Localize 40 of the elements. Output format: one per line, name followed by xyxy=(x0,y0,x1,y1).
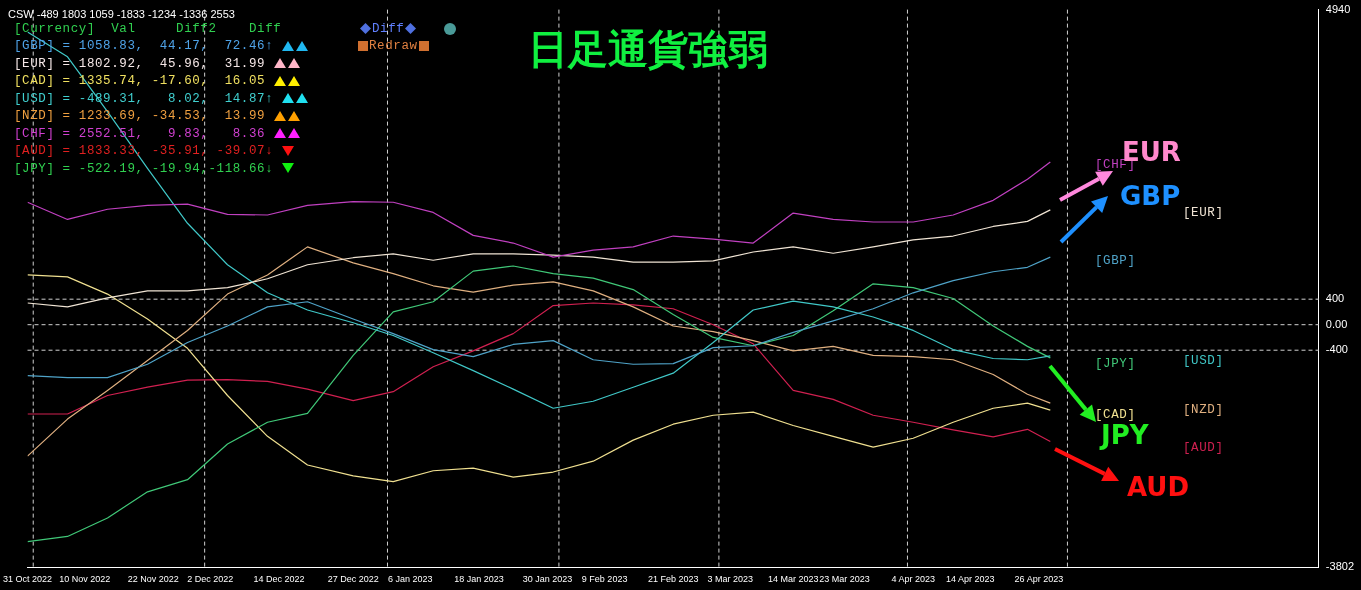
x-tick-label: 10 Nov 2022 xyxy=(59,574,111,585)
annotation: [USD] xyxy=(1183,354,1224,368)
x-tick-label: 6 Jan 2023 xyxy=(388,574,433,585)
x-tick-label: 14 Dec 2022 xyxy=(253,574,305,585)
x-tick-label: 30 Jan 2023 xyxy=(522,574,573,585)
y-tick-label: 0.00 xyxy=(1325,317,1348,330)
annotation: [AUD] xyxy=(1183,441,1224,455)
annotation: [Currency] Val Diff2 Diff xyxy=(14,22,282,36)
annotation: [EUR] = 1802.92, 45.96, 31.99 xyxy=(14,56,266,71)
annotation: [CAD] xyxy=(1095,408,1136,422)
y-tick-label: -400 xyxy=(1325,343,1348,356)
x-tick-label: 21 Feb 2023 xyxy=(647,574,699,585)
annotation: [JPY] = -522.19, -19.94,-118.66↓ xyxy=(14,161,274,176)
annotation: [GBP] xyxy=(1095,254,1136,268)
x-tick-label: 26 Apr 2023 xyxy=(1014,574,1064,585)
annotation: [NZD] xyxy=(1183,403,1224,417)
y-tick-label: -3802 xyxy=(1325,560,1355,573)
y-tick-label: 400 xyxy=(1325,292,1345,305)
annotation: [JPY] xyxy=(1095,357,1136,371)
annotation: Diff xyxy=(372,22,405,36)
x-tick-label: 31 Oct 2022 xyxy=(2,574,53,585)
annotation: CSW -489 1803 1059 -1833 -1234 -1336 2553 xyxy=(8,8,235,20)
y-tick-label: 4940 xyxy=(1325,2,1351,15)
x-tick-label: 14 Apr 2023 xyxy=(946,574,995,585)
chart-title: 日足通貨強弱 xyxy=(528,25,768,74)
x-tick-label: 22 Nov 2022 xyxy=(127,574,179,585)
annotation: [EUR] xyxy=(1183,206,1224,220)
x-tick-label: 27 Dec 2022 xyxy=(327,574,379,585)
x-tick-label: 3 Mar 2023 xyxy=(707,574,754,585)
x-tick-label: 14 Mar 2023 xyxy=(767,574,819,585)
annotation: Redraw xyxy=(369,39,418,53)
x-tick-label: 23 Mar 2023 xyxy=(819,574,870,585)
annotation: [GBP] = 1058.83, 44.17, 72.46↑ xyxy=(14,39,274,53)
x-tick-label: 2 Dec 2022 xyxy=(187,574,234,585)
x-tick-label: 9 Feb 2023 xyxy=(581,574,628,585)
annotation: GBP xyxy=(1120,181,1181,211)
annotation: JPY xyxy=(1101,420,1149,450)
x-tick-label: 18 Jan 2023 xyxy=(454,574,504,585)
annotation: AUD xyxy=(1127,472,1190,502)
x-tick-label: 4 Apr 2023 xyxy=(891,574,935,585)
